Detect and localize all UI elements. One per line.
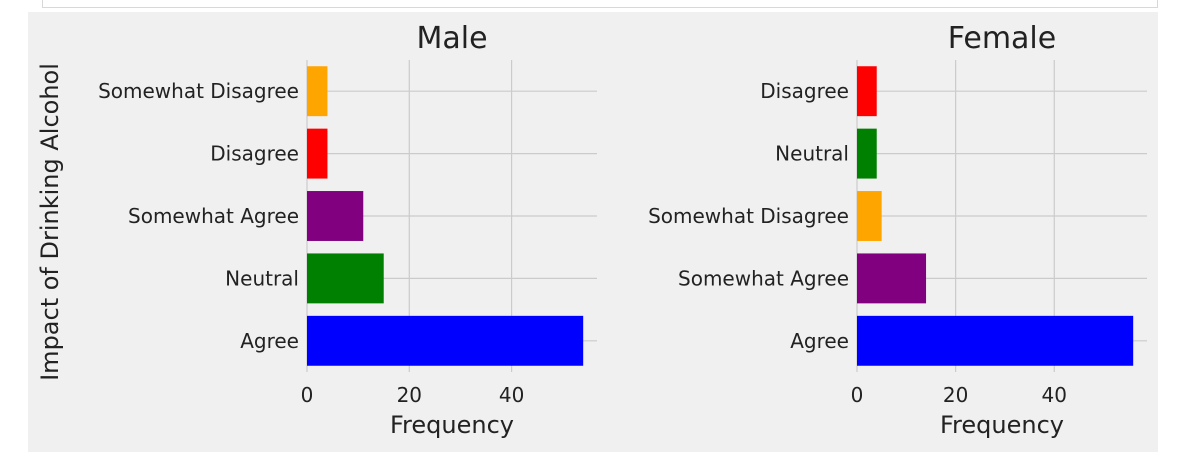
previous-output-cell-edge (42, 0, 1158, 8)
bar-somewhat-agree (857, 253, 927, 304)
y-tick-label: Somewhat Disagree (98, 79, 299, 103)
bar-disagree (307, 128, 328, 179)
y-tick-label: Neutral (775, 142, 849, 166)
x-tick-label: 40 (1042, 383, 1067, 407)
y-tick-label: Somewhat Agree (678, 266, 849, 290)
bar-neutral (307, 253, 384, 304)
chart-female: Agree Somewhat Agree Somewhat Disagree Neut… (648, 21, 1147, 439)
x-tick-label: 20 (943, 383, 968, 407)
y-tick-label: Agree (240, 329, 299, 353)
chart-male: Agree Neutral Somewhat Agree Disagree Somewh… (98, 21, 597, 439)
bar-somewhat-disagree (307, 66, 328, 117)
bar-agree (857, 315, 1134, 366)
x-axis-label: Frequency (940, 411, 1064, 439)
x-tick-label: 40 (499, 383, 524, 407)
y-tick-label: Somewhat Agree (128, 204, 299, 228)
y-tick-label: Disagree (760, 79, 849, 103)
bar-disagree (857, 66, 877, 117)
x-tick-label: 20 (397, 383, 422, 407)
bar-somewhat-disagree (857, 191, 882, 241)
chart-title: Male (416, 21, 487, 56)
x-axis-label: Frequency (390, 411, 514, 439)
charts: Agree Neutral Somewhat Agree Disagree Somewh… (98, 21, 1147, 439)
x-tick-label: 0 (301, 383, 314, 407)
y-tick-label: Somewhat Disagree (648, 204, 849, 228)
bar-agree (307, 315, 584, 366)
bar-neutral (857, 128, 877, 179)
x-tick-label: 0 (851, 383, 864, 407)
bar-somewhat-agree (307, 191, 364, 241)
figure-background (28, 12, 1158, 452)
y-axis-label: Impact of Drinking Alcohol (36, 63, 64, 381)
chart-title: Female (948, 21, 1056, 56)
y-tick-label: Agree (790, 329, 849, 353)
y-tick-label: Disagree (210, 142, 299, 166)
y-tick-label: Neutral (225, 266, 299, 290)
